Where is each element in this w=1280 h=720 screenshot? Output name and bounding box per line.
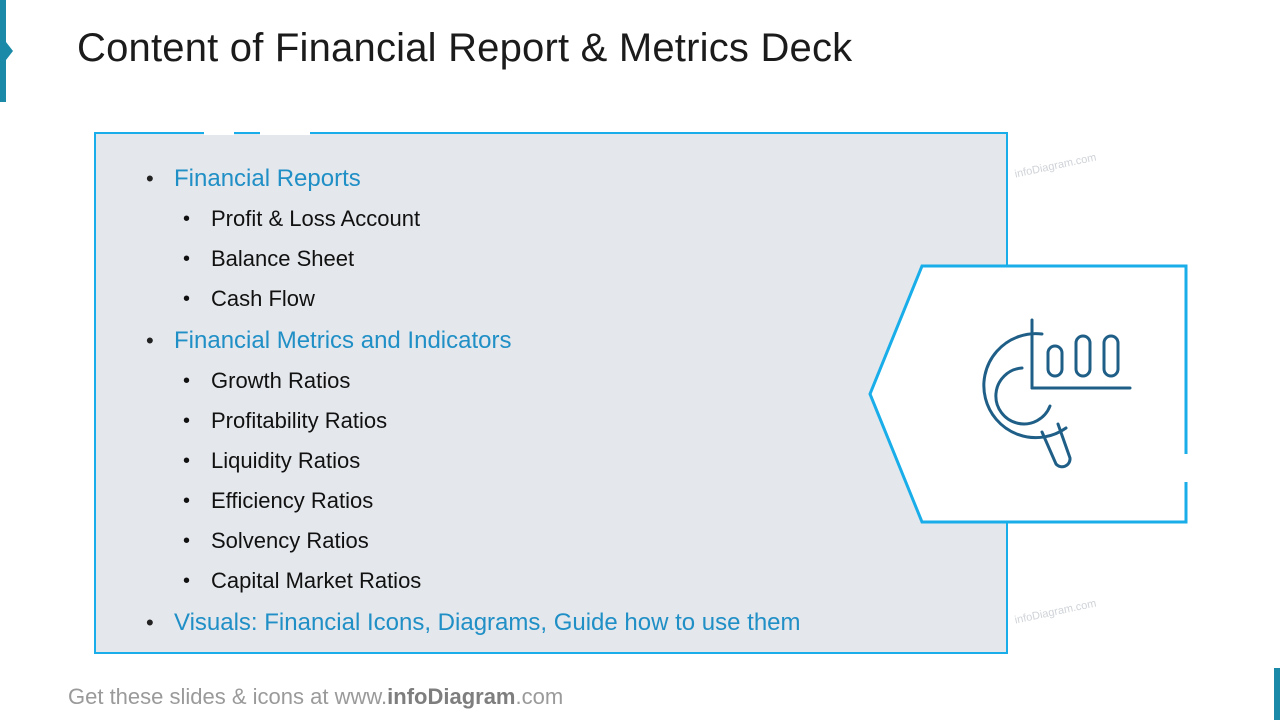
list-item: Capital Market Ratios [96, 562, 1006, 602]
section-heading: Financial Reports [96, 160, 1006, 200]
section-heading: Financial Metrics and Indicators [96, 322, 1006, 362]
list-item: Growth Ratios [96, 362, 1006, 402]
footer-credit: Get these slides & icons at www.infoDiag… [68, 684, 563, 710]
panel-border-gap [260, 131, 310, 135]
content-list: Financial ReportsProfit & Loss AccountBa… [96, 158, 1006, 644]
watermark: infoDiagram.com [1013, 597, 1098, 627]
watermark: infoDiagram.com [1013, 151, 1098, 181]
slide-title: Content of Financial Report & Metrics De… [77, 26, 853, 70]
list-item: Efficiency Ratios [96, 482, 1006, 522]
panel-border-gap [204, 131, 234, 135]
left-accent-bar [0, 0, 6, 102]
left-accent-notch [6, 42, 13, 60]
list-item: Cash Flow [96, 280, 1006, 320]
list-item: Profit & Loss Account [96, 200, 1006, 240]
footer-prefix: Get these slides & icons at www. [68, 684, 388, 709]
right-accent-bar [1274, 668, 1280, 720]
section-heading: Visuals: Financial Icons, Diagrams, Guid… [96, 604, 1006, 644]
list-item: Balance Sheet [96, 240, 1006, 280]
frame-gap [1182, 454, 1188, 482]
list-item: Profitability Ratios [96, 402, 1006, 442]
footer-suffix: .com [515, 684, 564, 709]
list-item: Liquidity Ratios [96, 442, 1006, 482]
magnifier-chart-icon [982, 318, 1132, 469]
content-panel: Financial ReportsProfit & Loss AccountBa… [94, 131, 1008, 654]
footer-brand: infoDiagram [387, 684, 516, 709]
icon-hexagon-frame [868, 264, 1188, 524]
list-item: Solvency Ratios [96, 522, 1006, 562]
